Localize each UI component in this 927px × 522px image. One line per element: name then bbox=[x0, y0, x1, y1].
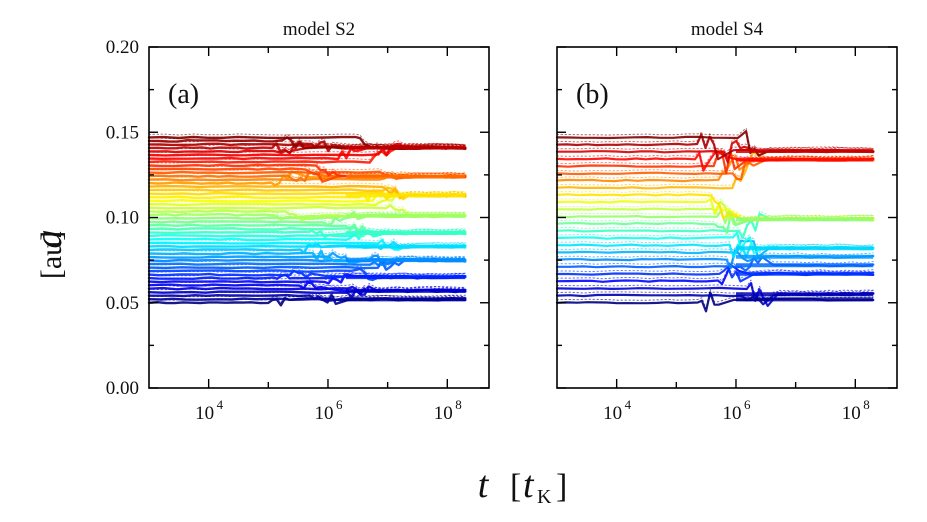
x-tick-label-exponent: 8 bbox=[455, 397, 462, 412]
y-tick-label: 0.00 bbox=[106, 378, 139, 399]
x-tick-label-exponent: 8 bbox=[863, 397, 870, 412]
x-tick-label: 10 bbox=[722, 403, 741, 424]
orbit-apocenter-trace bbox=[556, 237, 874, 255]
y-axis-unit: [au] bbox=[35, 231, 68, 279]
traces bbox=[555, 127, 875, 313]
panel-label: (a) bbox=[168, 79, 199, 110]
orbit-apocenter-trace bbox=[556, 229, 874, 251]
orbit-apocenter-trace bbox=[148, 168, 466, 176]
orbit-apocenter-trace bbox=[556, 198, 874, 218]
y-axis-symbol: a bbox=[28, 230, 70, 249]
x-tick-label: 10 bbox=[842, 403, 861, 424]
traces bbox=[147, 133, 467, 307]
x-axis-unit-close: ] bbox=[556, 468, 567, 505]
y-tick-label: 0.10 bbox=[106, 208, 139, 229]
y-tick-label: 0.05 bbox=[106, 293, 139, 314]
orbit-apocenter-trace bbox=[556, 241, 874, 256]
orbit-apocenter-trace bbox=[148, 133, 466, 147]
panel-title: model S4 bbox=[691, 19, 764, 40]
orbit-apocenter-trace bbox=[556, 152, 874, 179]
x-tick-label-exponent: 4 bbox=[625, 397, 632, 412]
x-tick-label-exponent: 4 bbox=[217, 397, 224, 412]
x-axis-unit-open: [ bbox=[510, 468, 521, 505]
x-tick-label-exponent: 6 bbox=[336, 397, 343, 412]
orbit-apocenter-trace bbox=[148, 238, 466, 247]
x-axis-unit-t: t bbox=[523, 464, 535, 506]
y-tick-label: 0.15 bbox=[106, 122, 139, 143]
x-tick-label: 10 bbox=[314, 403, 333, 424]
orbit-apocenter-trace bbox=[148, 271, 466, 277]
x-tick-label: 10 bbox=[603, 403, 622, 424]
x-tick-label: 10 bbox=[434, 403, 453, 424]
y-tick-label: 0.20 bbox=[106, 37, 139, 58]
panel-label: (b) bbox=[576, 79, 609, 110]
y-axis-label: a [au] bbox=[28, 230, 70, 280]
orbit-apocenter-trace bbox=[556, 195, 874, 218]
x-axis-label: t [ t K ] bbox=[478, 464, 568, 508]
orbit-apocenter-trace bbox=[556, 147, 874, 171]
orbit-apocenter-trace bbox=[556, 147, 874, 169]
x-axis-unit-sub: K bbox=[537, 486, 552, 508]
orbit-apocenter-trace bbox=[148, 141, 466, 151]
orbit-apocenter-trace bbox=[148, 133, 466, 147]
x-tick-label-exponent: 6 bbox=[744, 397, 751, 412]
orbit-apocenter-trace bbox=[556, 253, 874, 269]
orbit-apocenter-trace bbox=[148, 190, 466, 203]
orbit-apocenter-trace bbox=[148, 247, 466, 259]
orbit-apocenter-trace bbox=[556, 190, 874, 218]
panel-title: model S2 bbox=[283, 19, 355, 40]
orbit-apocenter-trace bbox=[556, 127, 874, 153]
x-axis-symbol: t bbox=[478, 464, 490, 506]
orbit-apocenter-trace bbox=[556, 279, 874, 304]
x-tick-label: 10 bbox=[195, 403, 214, 424]
orbit-apocenter-trace bbox=[148, 210, 466, 217]
orbit-apocenter-trace bbox=[556, 263, 874, 279]
orbit-apocenter-trace bbox=[148, 236, 466, 248]
